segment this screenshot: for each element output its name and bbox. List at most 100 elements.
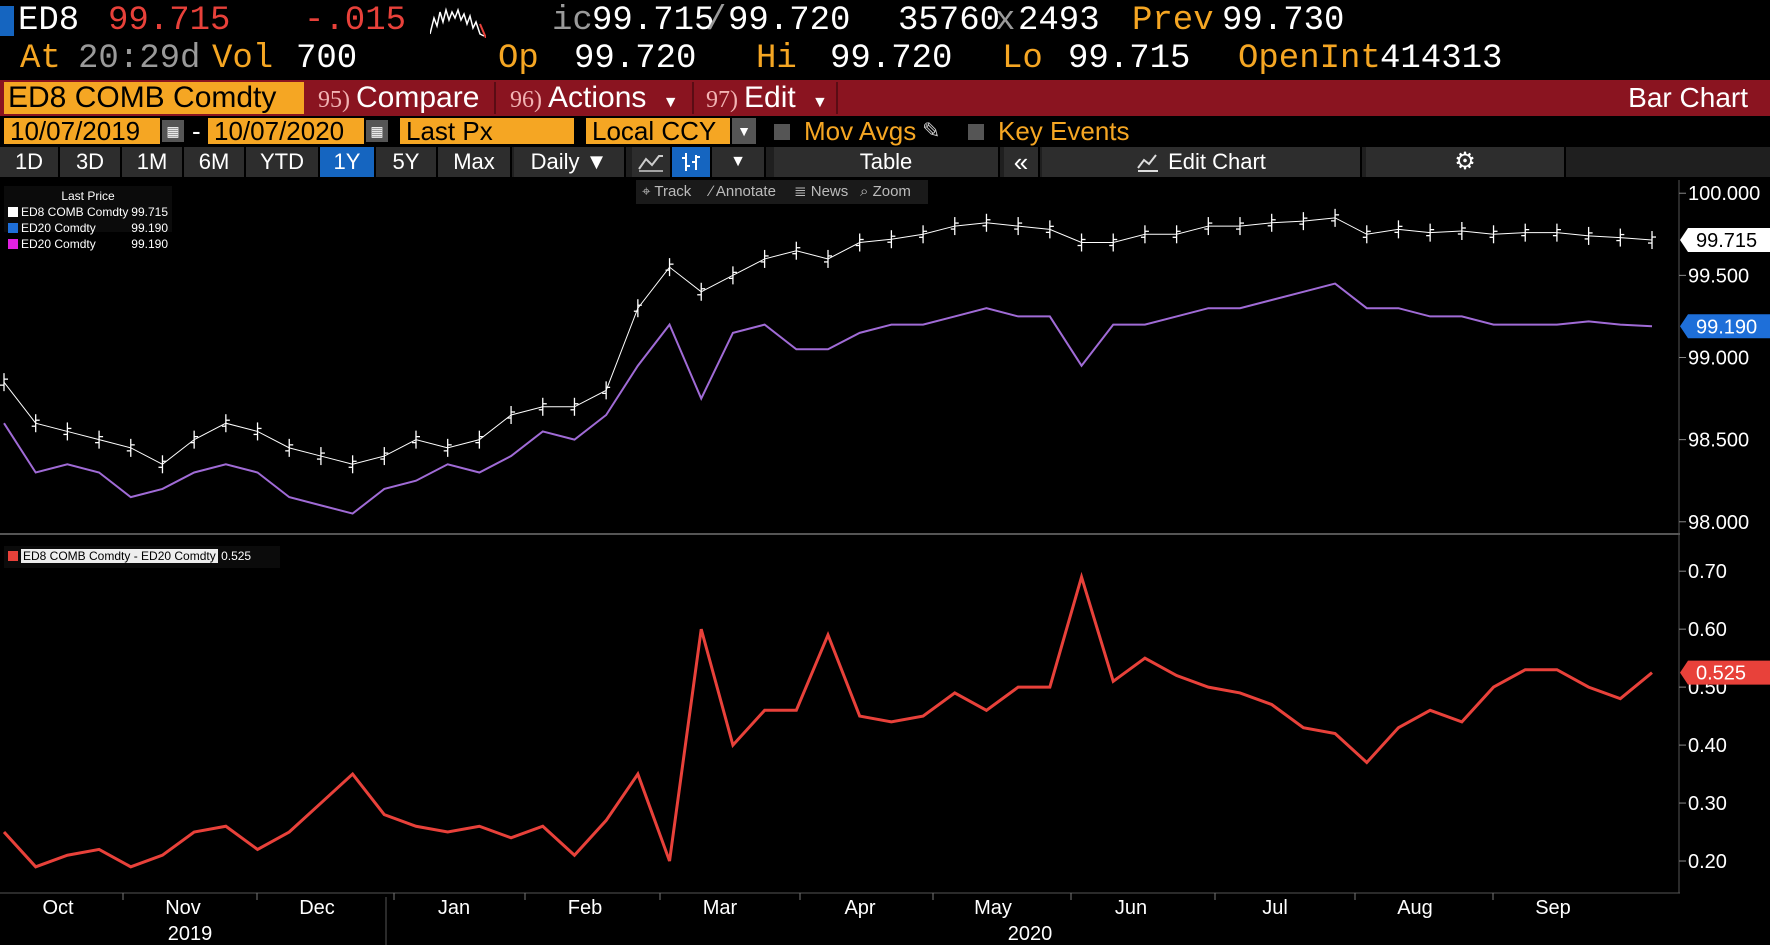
price-bar bbox=[982, 213, 991, 232]
ask-price: 99.720 bbox=[728, 2, 851, 40]
period-selector[interactable]: Daily ▼ bbox=[514, 147, 626, 177]
price-bar bbox=[792, 241, 801, 260]
price-bar bbox=[1014, 217, 1023, 236]
legend-name: ED20 Comdty bbox=[21, 221, 96, 235]
price-bar bbox=[697, 282, 706, 301]
quote-time: 20:29d bbox=[78, 40, 201, 78]
edit-chart-icon bbox=[1137, 154, 1159, 172]
year-label: 2019 bbox=[168, 923, 213, 945]
price-bar bbox=[1204, 217, 1213, 236]
end-date-field[interactable]: 10/07/2020 bbox=[208, 118, 364, 144]
spread-legend[interactable]: ED8 COMB Comdty - ED20 Comdty 0.525 bbox=[4, 546, 280, 568]
range-1d[interactable]: 1D bbox=[0, 147, 60, 177]
high-label: Hi bbox=[756, 40, 797, 78]
y-tick-label: 99.000 bbox=[1688, 348, 1749, 370]
line-chart-icon[interactable] bbox=[632, 147, 672, 177]
range-3d[interactable]: 3D bbox=[60, 147, 122, 177]
price-bar bbox=[570, 397, 579, 416]
date-dash: - bbox=[192, 116, 201, 146]
bar-chart-icon[interactable] bbox=[672, 147, 712, 177]
price-bar bbox=[1584, 226, 1593, 245]
news-button[interactable]: ≣ News bbox=[788, 180, 860, 204]
period-label: Daily bbox=[530, 149, 580, 174]
legend-title: Last Price bbox=[61, 189, 115, 203]
period-dropdown-icon: ▼ bbox=[585, 149, 608, 174]
y-tick-label: 0.50 bbox=[1688, 677, 1727, 699]
range-5y[interactable]: 5Y bbox=[376, 147, 438, 177]
end-date: 10/07/2020 bbox=[214, 116, 345, 146]
table-button[interactable]: Table bbox=[774, 147, 1000, 177]
legend-swatch bbox=[8, 239, 18, 249]
low-label: Lo bbox=[1002, 40, 1043, 78]
volume: 700 bbox=[296, 40, 358, 78]
price-bar bbox=[1299, 212, 1308, 231]
range-1m-label: 1M bbox=[136, 149, 168, 174]
start-calendar-icon[interactable]: ▦ bbox=[162, 120, 184, 142]
price-bar bbox=[1394, 220, 1403, 239]
end-calendar-icon[interactable]: ▦ bbox=[366, 120, 388, 142]
y-tick-label: 0.40 bbox=[1688, 735, 1727, 757]
range-ytd[interactable]: YTD bbox=[246, 147, 320, 177]
low-price: 99.715 bbox=[1068, 40, 1191, 78]
price-change: -.015 bbox=[304, 2, 407, 40]
range-max[interactable]: Max bbox=[438, 147, 512, 177]
edit-chart-label: Edit Chart bbox=[1168, 149, 1266, 174]
range-bar: 1D 3D 1M 6M YTD 1Y 5Y Max Daily ▼ ▼ Tabl… bbox=[0, 147, 1770, 177]
legend-swatch bbox=[8, 223, 18, 233]
range-ytd-label: YTD bbox=[260, 149, 304, 174]
price-bar bbox=[1172, 225, 1181, 244]
edit-chart-button[interactable]: Edit Chart bbox=[1042, 147, 1362, 177]
actions-button[interactable]: 96) Actions ▼ bbox=[498, 82, 694, 114]
price-bar bbox=[126, 438, 135, 457]
price-bar bbox=[63, 422, 72, 441]
legend-item[interactable]: ED8 COMB Comdty 99.715 bbox=[8, 204, 168, 220]
price-bar bbox=[285, 438, 294, 457]
currency-value: Local CCY bbox=[592, 116, 717, 146]
range-1d-label: 1D bbox=[14, 149, 44, 174]
range-6m[interactable]: 6M bbox=[184, 147, 246, 177]
quote-line-2: At 20:29d Vol 700 Op 99.720 Hi 99.720 Lo… bbox=[0, 40, 1770, 78]
price-bar bbox=[887, 230, 896, 249]
series-line bbox=[2, 571, 1653, 869]
series-line bbox=[3, 282, 1653, 515]
field-selector[interactable]: Last Px bbox=[400, 118, 574, 144]
compare-button[interactable]: 95) Compare bbox=[308, 82, 496, 114]
chart-style-dropdown-icon[interactable]: ▼ bbox=[712, 147, 766, 177]
legend-item[interactable]: ED20 Comdty 99.190 bbox=[8, 236, 168, 252]
open-price: 99.720 bbox=[574, 40, 697, 78]
x-tick-label: Jul bbox=[1262, 897, 1288, 919]
security-name: ED8 COMB Comdty bbox=[8, 81, 277, 114]
price-bar bbox=[1267, 213, 1276, 232]
track-button[interactable]: ⌖ Track bbox=[636, 180, 716, 204]
price-bar bbox=[1489, 225, 1498, 244]
price-legend: Last Price ED8 COMB Comdty 99.715 ED20 Co… bbox=[4, 186, 172, 251]
legend-item[interactable]: ED20 Comdty 99.190 bbox=[8, 220, 168, 236]
range-max-label: Max bbox=[453, 149, 495, 174]
security-field[interactable]: ED8 COMB Comdty bbox=[4, 82, 304, 114]
price-bar bbox=[1552, 223, 1561, 242]
annotate-button[interactable]: ∕ Annotate bbox=[704, 180, 794, 204]
edit-button[interactable]: 97) Edit ▼ bbox=[696, 82, 838, 114]
legend-value: 99.715 bbox=[131, 205, 168, 219]
key-events-checkbox[interactable] bbox=[968, 124, 984, 140]
price-bar bbox=[1236, 217, 1244, 236]
settings-gear-icon[interactable]: ⚙ bbox=[1366, 147, 1566, 177]
mov-avgs-checkbox[interactable] bbox=[774, 124, 790, 140]
price-bar bbox=[1331, 208, 1340, 227]
price-bar bbox=[253, 422, 262, 441]
collapse-icon[interactable]: « bbox=[1004, 147, 1040, 177]
zoom-button[interactable]: ⌕ Zoom bbox=[854, 180, 928, 204]
currency-dropdown-icon[interactable]: ▼ bbox=[732, 118, 756, 144]
currency-selector[interactable]: Local CCY bbox=[586, 118, 730, 144]
key-events-label: Key Events bbox=[998, 116, 1130, 146]
x-tick-label: Oct bbox=[42, 897, 74, 919]
start-date-field[interactable]: 10/07/2019 bbox=[4, 118, 160, 144]
pencil-icon[interactable]: ✎ bbox=[922, 118, 941, 143]
price-bar bbox=[1648, 231, 1656, 250]
price-bar bbox=[538, 397, 547, 416]
range-1y[interactable]: 1Y bbox=[320, 147, 376, 177]
price-bar bbox=[1045, 220, 1054, 239]
price-bar bbox=[1457, 222, 1466, 240]
ask-size: 2493 bbox=[1018, 2, 1100, 40]
range-1m[interactable]: 1M bbox=[122, 147, 184, 177]
